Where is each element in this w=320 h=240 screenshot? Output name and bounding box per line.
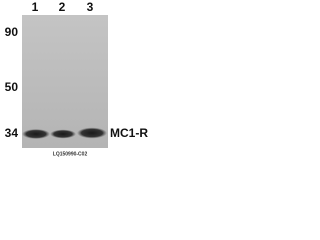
band-label: MC1-R xyxy=(110,126,148,140)
lane-label: 3 xyxy=(87,0,94,14)
lane-label: 2 xyxy=(59,0,66,14)
blot-membrane xyxy=(22,15,108,148)
mw-marker: 34 xyxy=(5,126,19,140)
catalog-number: LQ150990-C02 xyxy=(53,151,88,157)
mw-marker: 50 xyxy=(5,80,19,94)
mw-marker: 90 xyxy=(5,25,19,39)
band xyxy=(77,127,107,139)
band xyxy=(22,129,50,139)
blot-figure: 1 2 3 90 50 34 MC1-R LQ150990-C02 xyxy=(5,0,149,157)
lane-label: 1 xyxy=(32,0,39,14)
band xyxy=(50,129,76,139)
